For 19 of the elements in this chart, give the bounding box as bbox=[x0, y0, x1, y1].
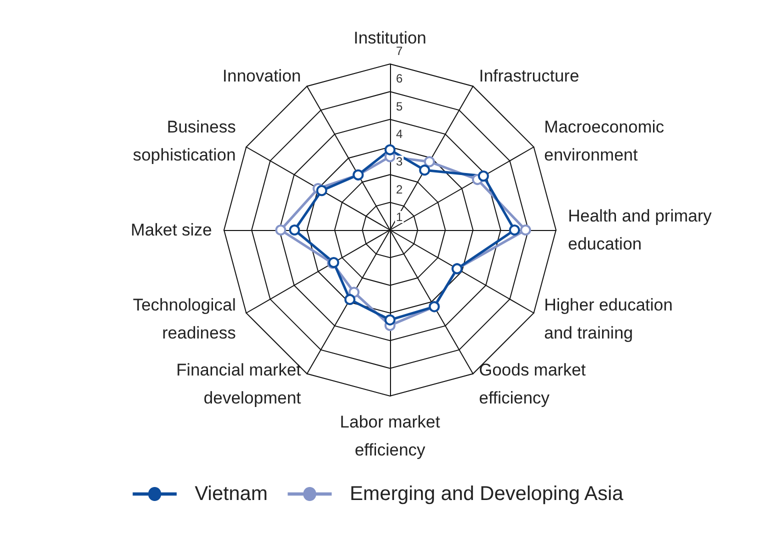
y-tick-label: 3 bbox=[396, 154, 403, 169]
legend-label: Vietnam bbox=[194, 483, 268, 505]
legend-label: Emerging and Developing Asia bbox=[350, 483, 624, 505]
spoke-label: Higher education and training bbox=[544, 296, 673, 342]
y-tick-label: 4 bbox=[396, 127, 403, 141]
spoke-label: Business sophistication bbox=[132, 118, 236, 164]
spoke-label: Innovation bbox=[222, 66, 301, 86]
spoke-label: Financial market development bbox=[176, 360, 302, 408]
spoke-label: Infrastructure bbox=[479, 66, 580, 86]
spoke-label: Labor market efficiency bbox=[340, 412, 440, 460]
spoke-label: Health and primary education bbox=[568, 206, 712, 254]
spoke-label: Maket size bbox=[130, 220, 212, 240]
spoke-label: Technological readiness bbox=[132, 296, 236, 342]
spoke-label: Macroeconomic environment bbox=[544, 118, 665, 164]
y-tick-label: 1 bbox=[396, 210, 403, 224]
y-tick-label: 5 bbox=[396, 99, 403, 114]
y-tick-label: 6 bbox=[396, 72, 403, 86]
spoke-label: Goods market efficiency bbox=[479, 360, 586, 408]
y-tick-label: 2 bbox=[396, 182, 403, 196]
